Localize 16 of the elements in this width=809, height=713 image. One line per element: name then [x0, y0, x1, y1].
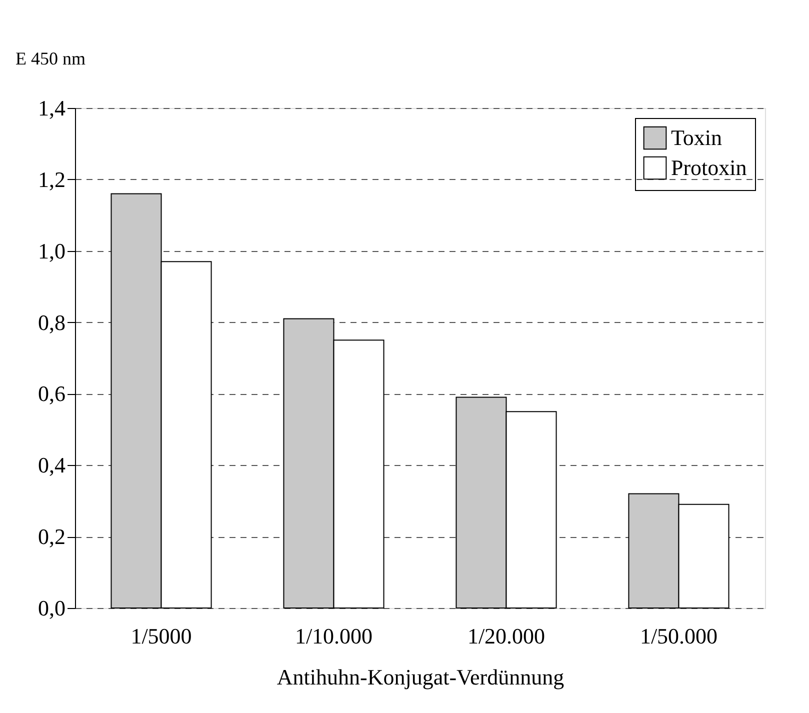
- y-tick-label: 0,8: [38, 310, 66, 335]
- y-tick-label: 0,6: [38, 381, 66, 406]
- y-tick-label: 1,0: [38, 238, 66, 264]
- legend-label: Toxin: [671, 125, 722, 150]
- y-axis-title: E 450 nm: [16, 48, 86, 68]
- y-tick-label: 1,2: [38, 166, 66, 192]
- legend-label: Protoxin: [671, 155, 747, 180]
- x-tick-label: 1/10.000: [294, 624, 373, 648]
- y-tick-label: 0,2: [38, 524, 66, 550]
- y-tick-label: 1,4: [38, 96, 66, 120]
- y-tick-label: 0,4: [38, 452, 66, 478]
- y-tick-label: 0,0: [38, 596, 66, 620]
- x-tick-label: 1/5000: [130, 624, 192, 648]
- x-tick-label: 1/20.000: [467, 624, 546, 648]
- x-tick-label: 1/50.000: [640, 624, 718, 648]
- x-axis-title: Antihuhn-Konjugat-Verdünnung: [276, 664, 564, 690]
